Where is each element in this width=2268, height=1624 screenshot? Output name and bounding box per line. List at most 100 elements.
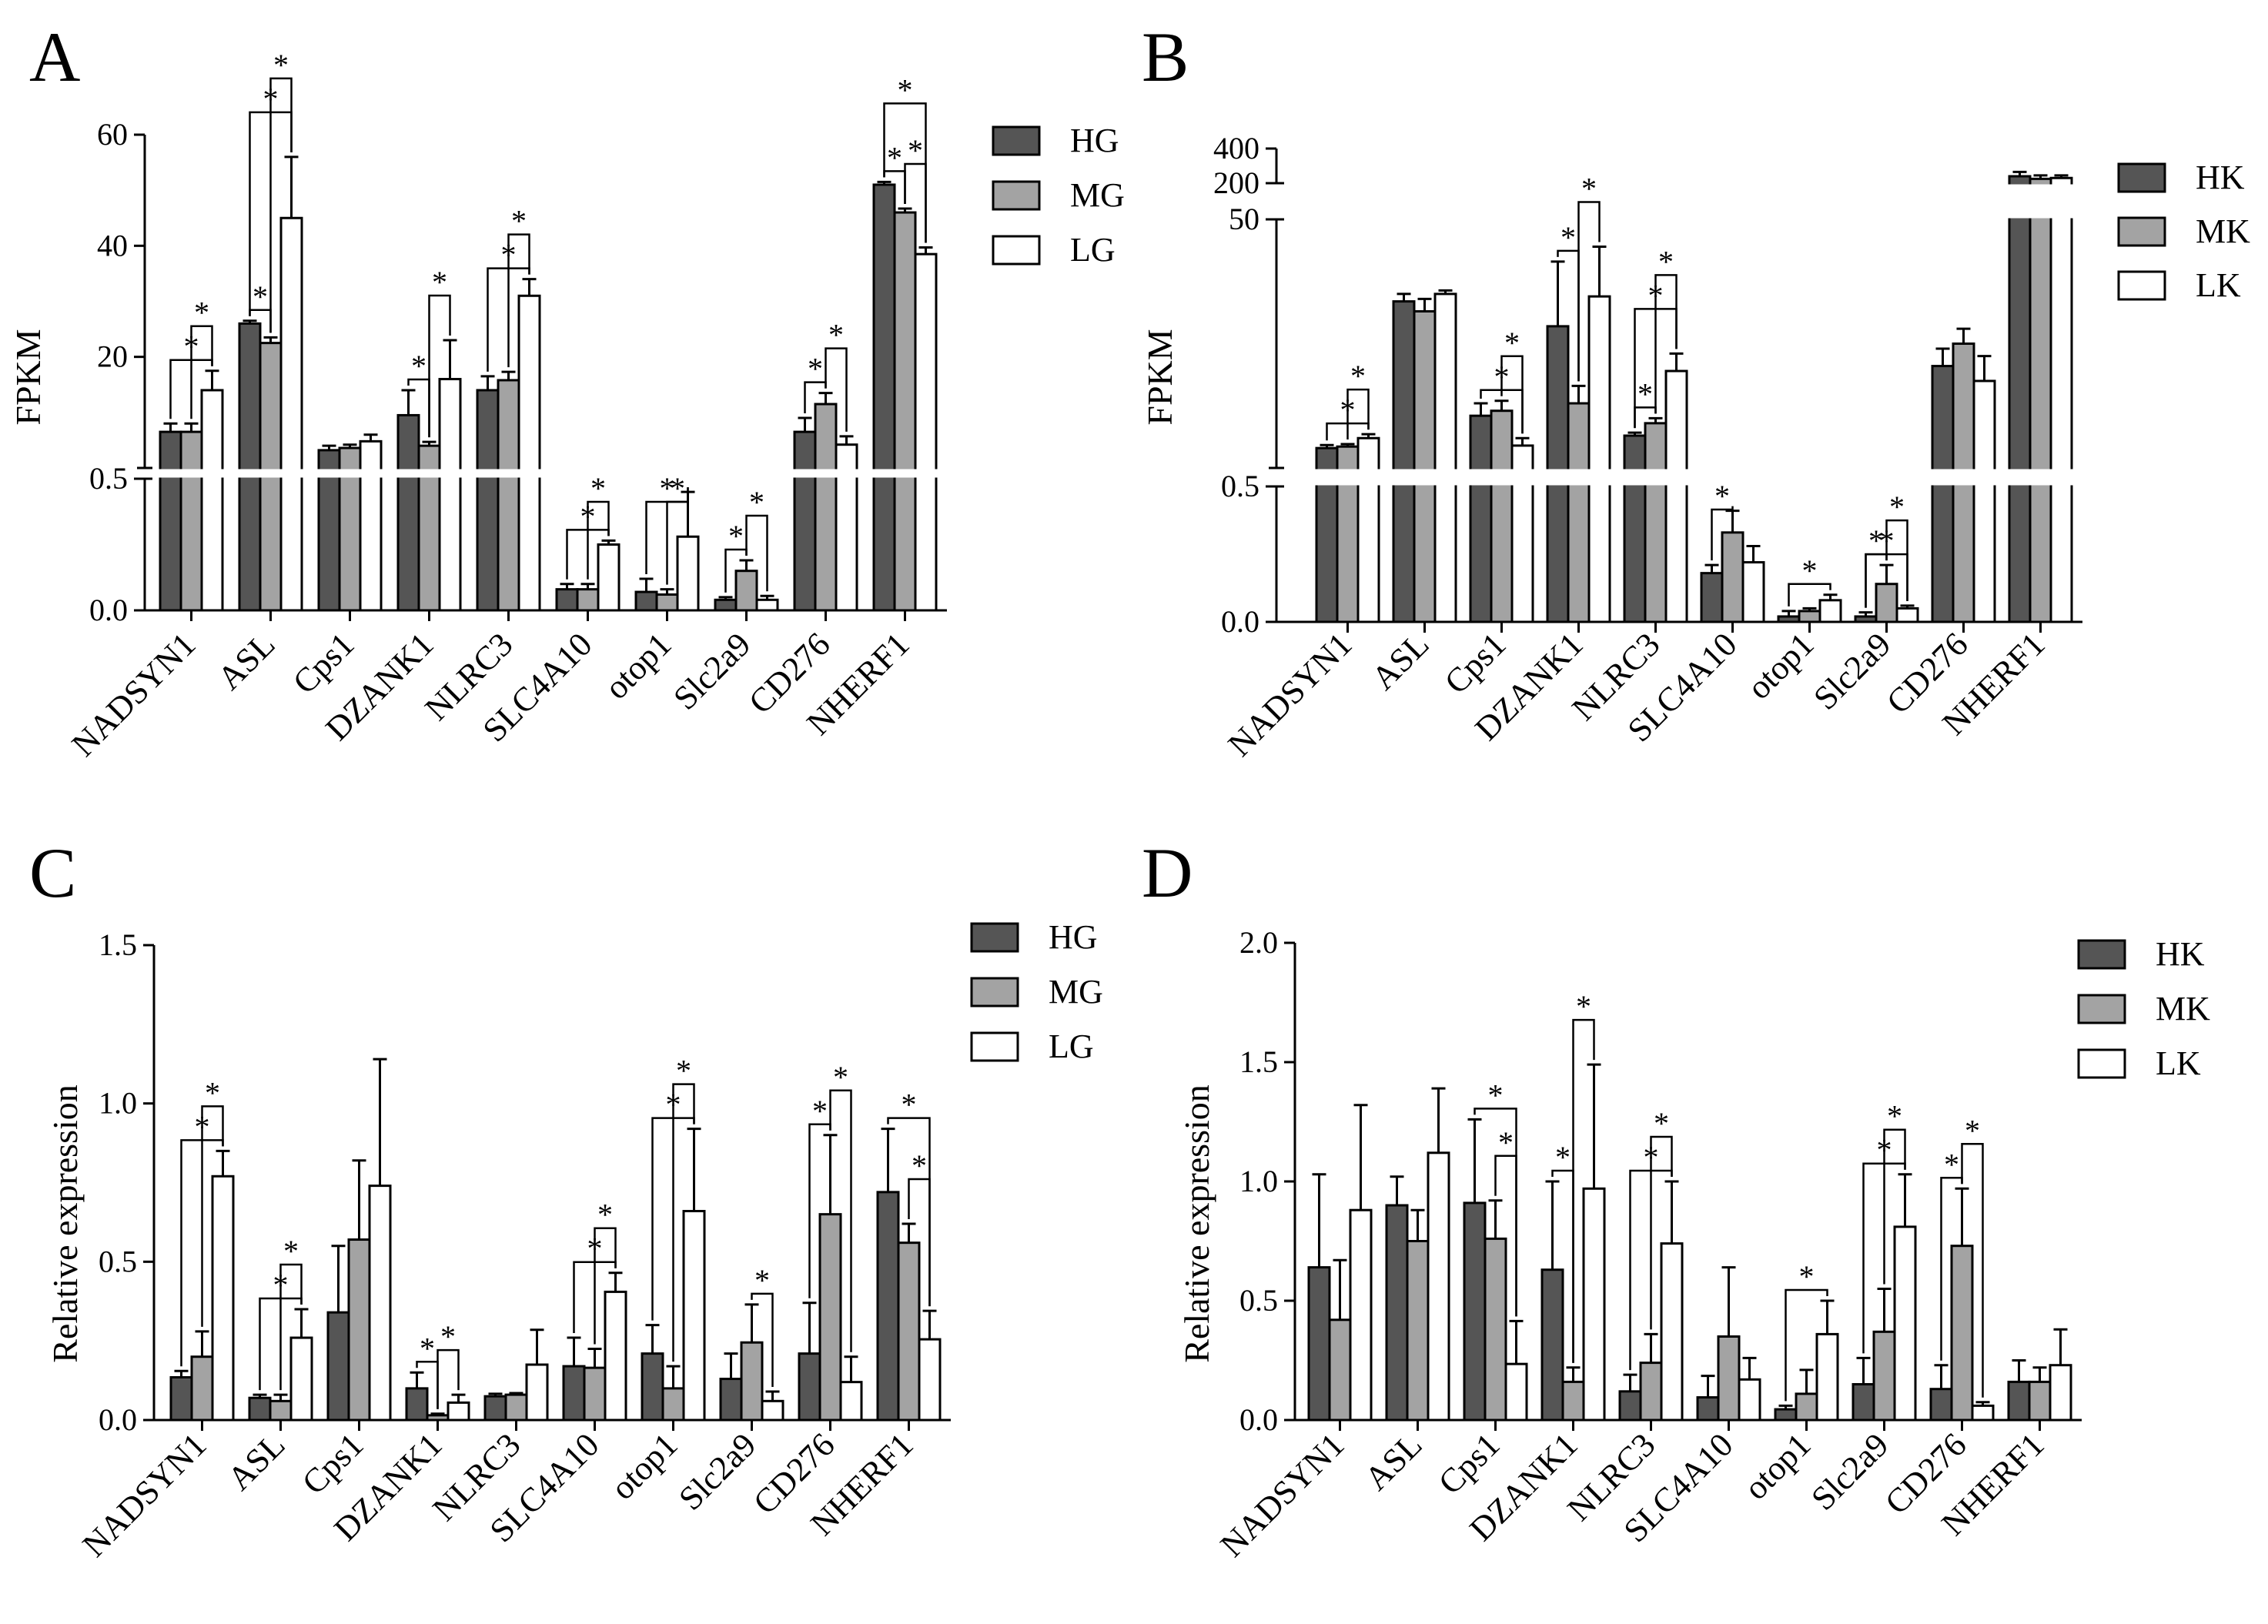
significance-star: * [808,352,823,386]
bar-hk [2008,175,2032,623]
bar-hk [1618,1390,1642,1422]
significance-bracket [594,1227,617,1345]
bar-lg [914,252,938,612]
legend-label-lk: LK [2196,266,2241,304]
legend-swatch-mg [992,180,1041,211]
significance-bracket [428,294,451,438]
significance-bracket [1500,355,1524,434]
bar-lg [359,439,383,612]
y-tick-label: 60 [97,117,128,152]
bar-mg [655,593,679,612]
bar-lk [1738,1378,1761,1422]
bar-break-gap [1490,469,1514,486]
panel-letter-b: B [1142,18,1189,96]
bar-mk [1872,1330,1896,1422]
bar-hk [1540,1268,1564,1422]
bar-break-gap [1510,469,1534,486]
bar-lk [1893,1225,1917,1422]
bar-lg [211,1175,235,1422]
bar-hg [641,1352,664,1422]
legend-a: HG MG LG [992,122,1125,269]
bar-mg [897,1241,921,1422]
bar-break-gap [1567,469,1591,486]
y-axis-label-c: Relative expression [45,1084,85,1363]
legend-label-mk: MK [2196,212,2250,250]
bar-lg [597,543,621,612]
bar-lk [1971,1404,1995,1422]
bar-break-gap [835,469,858,478]
bar-lk [1818,599,1842,623]
bar-mg [661,1387,685,1422]
y-axis-label-b: FPKM [1140,329,1179,425]
bar-lk [1582,1187,1606,1422]
significance-bracket [751,1292,774,1387]
bar-hg [483,1395,507,1422]
significance-star: * [660,471,675,506]
y-tick-label: 0.0 [99,1402,137,1437]
legend-label-mg: MG [1070,176,1125,214]
bar-lg [200,389,224,612]
significance-star: * [1637,376,1653,411]
bar-hk [1854,615,1878,623]
significance-bracket [1572,1018,1595,1363]
bar-mk [1950,1245,1974,1422]
bar-hk [1700,572,1724,623]
significance-bracket [825,347,848,432]
bar-lg [918,1338,942,1422]
bar-mg [426,1414,450,1422]
bar-lg [447,1401,470,1422]
legend-b: HK MK LK [2117,159,2250,304]
bar-hg [872,183,896,612]
bar-lk [1427,1151,1450,1422]
bar-mk [1798,610,1821,623]
significance-star: * [676,1054,691,1088]
significance-star: * [812,1094,828,1128]
bar-hg [634,590,658,612]
legend-swatch-mg [970,977,1019,1007]
significance-star: * [440,1319,456,1354]
bar-lg [289,1336,313,1422]
y-axis-label-a: FPKM [8,329,48,425]
bars-d [1307,1063,2072,1422]
y-tick-label: 0.5 [99,1244,137,1278]
bar-mg [497,379,520,612]
bar-break-gap [2049,469,2073,486]
bar-break-gap [396,469,420,478]
y-tick-label: 0.5 [89,461,128,496]
legend-label-lg: LG [1049,1028,1094,1065]
bar-break-gap [1931,469,1955,486]
significance-bracket [1346,388,1370,439]
bar-lk [1664,369,1688,623]
y-tick-label: 1.5 [99,927,137,962]
significance-bracket [507,233,530,368]
significance-star: * [253,279,268,314]
significance-star: * [1504,326,1520,360]
bar-break-gap [1413,469,1437,486]
bar-mk [1328,1318,1352,1422]
significance-star: * [1561,220,1576,255]
bar-hg [562,1365,586,1422]
bar-mg [814,403,838,612]
bar-break-gap [1315,469,1339,486]
bar-lk [1433,292,1457,623]
legend-swatch-lg [992,235,1041,266]
bar-lg [525,1363,549,1422]
significance-star: * [1488,1078,1504,1112]
significance-star: * [283,1234,299,1268]
significance-star: * [590,471,606,506]
bar-break-gap [2008,184,2032,219]
y-tick-label: 1.0 [1239,1164,1278,1198]
legend-swatch-mk [2077,994,2126,1024]
significance-star: * [749,485,764,520]
significance-star: * [728,519,744,553]
significance-star: * [1944,1147,1959,1181]
significance-star: * [1658,244,1674,279]
legend-swatch-lk [2077,1048,2126,1079]
significance-bracket [1885,519,1908,601]
bar-hg [248,1396,272,1422]
significance-star: * [1350,359,1366,393]
bar-hg [714,598,738,612]
y-tick-label: 0.0 [89,593,128,627]
bar-mk [1795,1392,1818,1422]
